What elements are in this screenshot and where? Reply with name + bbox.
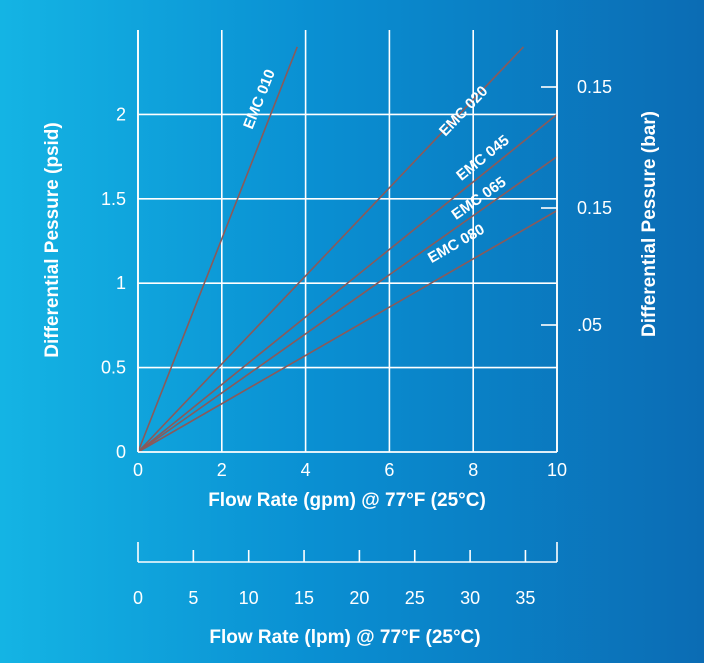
y2-tick-label: 0.15 bbox=[577, 198, 612, 218]
lpm-tick-label: 10 bbox=[239, 588, 259, 608]
series-line-emc-020 bbox=[137, 46, 525, 453]
x-axis-title: Flow Rate (gpm) @ 77°F (25°C) bbox=[208, 490, 486, 511]
y-axis-title: Differential Pessure (psid) bbox=[42, 122, 63, 357]
lpm-tick-label: 35 bbox=[515, 588, 535, 608]
series-line-emc-080 bbox=[137, 209, 558, 453]
lpm-tick-label: 0 bbox=[133, 588, 143, 608]
series-line-emc-065 bbox=[137, 155, 558, 453]
x-tick-label: 8 bbox=[468, 460, 478, 480]
lpm-tick-label: 15 bbox=[294, 588, 314, 608]
series-line-emc-045 bbox=[137, 113, 558, 453]
lpm-scale: 0 5 10 15 20 25 30 35 bbox=[133, 542, 558, 608]
x-tick-label: 0 bbox=[133, 460, 143, 480]
x-tick-label: 6 bbox=[384, 460, 394, 480]
y2-tick-label: .05 bbox=[577, 315, 602, 335]
x-tick-label: 4 bbox=[301, 460, 311, 480]
x-tick-label: 2 bbox=[217, 460, 227, 480]
y-tick-label: 1 bbox=[116, 273, 126, 293]
lpm-tick-label: 25 bbox=[405, 588, 425, 608]
lpm-tick-label: 30 bbox=[460, 588, 480, 608]
grid bbox=[137, 30, 558, 452]
series-label: EMC 020 bbox=[436, 83, 491, 140]
x2-axis-title: Flow Rate (lpm) @ 77°F (25°C) bbox=[209, 627, 480, 648]
lpm-tick-label: 5 bbox=[188, 588, 198, 608]
series-label: EMC 010 bbox=[240, 67, 279, 131]
axes: 0 2 4 6 8 10 0 0.5 1 1.5 2 .05 0.15 0.15 bbox=[101, 30, 612, 480]
y-tick-label: 1.5 bbox=[101, 189, 126, 209]
y-tick-label: 2 bbox=[116, 104, 126, 124]
lpm-tick-label: 20 bbox=[349, 588, 369, 608]
y2-axis-title: Differential Pessure (bar) bbox=[639, 111, 660, 337]
series-line-emc-010 bbox=[137, 46, 298, 453]
y2-tick-label: 0.15 bbox=[577, 77, 612, 97]
x-tick-label: 10 bbox=[547, 460, 567, 480]
y-tick-label: 0.5 bbox=[101, 358, 126, 378]
y-tick-label: 0 bbox=[116, 442, 126, 462]
series-lines bbox=[137, 46, 558, 453]
